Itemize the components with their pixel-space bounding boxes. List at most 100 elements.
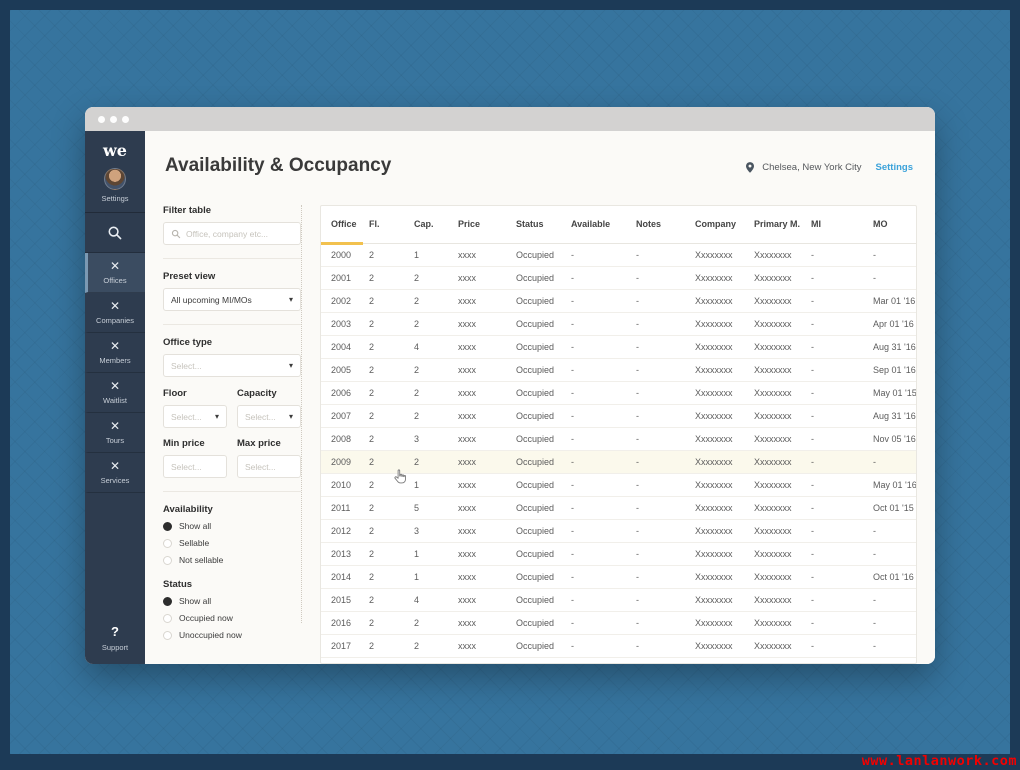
table-cell: Occupied (506, 381, 561, 405)
column-header-cap[interactable]: Cap. (404, 206, 448, 244)
table-row[interactable]: 2006 2 2 xxxx Occupied - - Xxxxxxxx Xxxxxxxx - May… (321, 381, 916, 405)
table-body: 2000 2 1 xxxx Occupied - - Xxxxxxxx Xxxxxxxx - -20… (321, 243, 916, 658)
table-cell: Xxxxxxxx (744, 266, 801, 290)
table-cell: Apr 01 '16 (863, 312, 916, 336)
table-cell: Oct 01 '15 (863, 496, 916, 520)
table-row[interactable]: 2004 2 4 xxxx Occupied - - Xxxxxxxx Xxxxxxxx - Aug… (321, 335, 916, 359)
table-cell: - (801, 450, 863, 474)
sidebar-item-companies[interactable]: ✕ Companies (85, 293, 145, 333)
column-header-primary-m[interactable]: Primary M. (744, 206, 801, 244)
radio-button-icon[interactable] (163, 630, 172, 640)
table-cell: Occupied (506, 611, 561, 635)
table-row[interactable]: 2013 2 1 xxxx Occupied - - Xxxxxxxx Xxxxxxxx - - (321, 542, 916, 566)
table-cell: - (626, 427, 685, 451)
sidebar-item-waitlist[interactable]: ✕ Waitlist (85, 373, 145, 413)
radio-button-icon[interactable] (163, 596, 172, 606)
table-row[interactable]: 2005 2 2 xxxx Occupied - - Xxxxxxxx Xxxxxxxx - Sep… (321, 358, 916, 382)
table-cell: 1 (404, 565, 448, 589)
table-cell: Mar 01 '16 (863, 289, 916, 313)
status-option[interactable]: Occupied now (163, 613, 301, 623)
sidebar-item-members[interactable]: ✕ Members (85, 333, 145, 373)
table-cell: - (801, 335, 863, 359)
table-row[interactable]: 2015 2 4 xxxx Occupied - - Xxxxxxxx Xxxxxxxx - - (321, 588, 916, 612)
window-control-dot[interactable] (122, 115, 129, 123)
min-price-input[interactable] (171, 461, 219, 472)
table-row[interactable]: 2016 2 2 xxxx Occupied - - Xxxxxxxx Xxxxxxxx - - (321, 611, 916, 635)
settings-label[interactable]: Settings (101, 194, 129, 203)
table-cell: xxxx (448, 381, 506, 405)
table-row[interactable]: 2014 2 1 xxxx Occupied - - Xxxxxxxx Xxxxxxxx - Oct… (321, 565, 916, 589)
table-row[interactable]: 2007 2 2 xxxx Occupied - - Xxxxxxxx Xxxxxxxx - Aug… (321, 404, 916, 428)
table-row[interactable]: 2001 2 2 xxxx Occupied - - Xxxxxxxx Xxxxxxxx - - (321, 266, 916, 290)
table-row[interactable]: 2011 2 5 xxxx Occupied - - Xxxxxxxx Xxxxxxxx - Oct… (321, 496, 916, 520)
status-label: Status (163, 579, 193, 590)
sidebar-item-tours[interactable]: ✕ Tours (85, 413, 145, 453)
table-cell: - (801, 312, 863, 336)
column-header-office[interactable]: Office (321, 206, 363, 245)
max-price-field[interactable] (237, 455, 301, 478)
table-row[interactable]: 2010 2 1 xxxx Occupied - - Xxxxxxxx Xxxxxxxx - May… (321, 473, 916, 497)
table-cell: - (626, 565, 685, 589)
window-control-dot[interactable] (110, 115, 117, 123)
table-row[interactable]: 2002 2 2 xxxx Occupied - - Xxxxxxxx Xxxxxxxx - Mar… (321, 289, 916, 313)
column-header-mi[interactable]: MI (801, 206, 863, 244)
sidebar-search-button[interactable] (85, 213, 145, 253)
sidebar-item-label: Waitlist (103, 396, 127, 405)
table-cell: 2001 (321, 266, 359, 290)
table-row[interactable]: 2009 2 2 xxxx Occupied - - Xxxxxxxx Xxxxxxxx - - (321, 450, 916, 474)
table-cell: 2 (404, 381, 448, 405)
sidebar-item-services[interactable]: ✕ Services (85, 453, 145, 493)
table-cell: 2000 (321, 243, 359, 267)
filter-divider (163, 258, 301, 259)
radio-button-icon[interactable] (163, 538, 172, 548)
table-row[interactable]: 2017 2 2 xxxx Occupied - - Xxxxxxxx Xxxxxxxx - - (321, 634, 916, 658)
table-cell: 2 (404, 358, 448, 382)
office-type-select[interactable]: Select... ▾ (163, 354, 301, 377)
table-row[interactable]: 2008 2 3 xxxx Occupied - - Xxxxxxxx Xxxxxxxx - Nov… (321, 427, 916, 451)
chevron-down-icon: ▾ (288, 412, 293, 421)
table-cell: 2 (359, 565, 404, 589)
column-header-fl[interactable]: Fl. (359, 206, 404, 244)
status-option[interactable]: Unoccupied now (163, 630, 301, 640)
table-row[interactable]: 2003 2 2 xxxx Occupied - - Xxxxxxxx Xxxxxxxx - Apr… (321, 312, 916, 336)
availability-option[interactable]: Show all (163, 521, 301, 531)
table-cell: - (561, 381, 626, 405)
settings-link[interactable]: Settings (875, 162, 913, 173)
table-row[interactable]: 2000 2 1 xxxx Occupied - - Xxxxxxxx Xxxxxxxx - - (321, 243, 916, 267)
column-header-available[interactable]: Available (561, 206, 626, 244)
column-header-mo[interactable]: MO (863, 206, 916, 244)
column-header-status[interactable]: Status (506, 206, 561, 244)
capacity-select[interactable]: Select... ▾ (237, 405, 301, 428)
table-row[interactable]: 2012 2 3 xxxx Occupied - - Xxxxxxxx Xxxxxxxx - - (321, 519, 916, 543)
watermark-text: www.lanlanwork.com (861, 753, 1017, 769)
radio-button-icon[interactable] (163, 555, 172, 565)
floor-select[interactable]: Select... ▾ (163, 405, 227, 428)
radio-button-icon[interactable] (163, 521, 172, 531)
preset-view-select[interactable]: All upcoming MI/MOs ▾ (163, 288, 301, 311)
availability-option[interactable]: Not sellable (163, 555, 301, 565)
search-input[interactable] (186, 228, 293, 239)
window-control-dot[interactable] (98, 115, 105, 123)
filter-search-field[interactable] (163, 222, 301, 245)
column-header-notes[interactable]: Notes (626, 206, 685, 244)
table-cell: - (626, 588, 685, 612)
min-price-label: Min price (163, 438, 205, 449)
status-option[interactable]: Show all (163, 596, 301, 606)
x-icon: ✕ (109, 419, 121, 433)
table-cell: - (801, 519, 863, 543)
availability-option[interactable]: Sellable (163, 538, 301, 548)
max-price-input[interactable] (245, 461, 293, 472)
sidebar-item-label: Members (99, 356, 131, 365)
table-cell: 2 (404, 634, 448, 658)
column-header-company[interactable]: Company (685, 206, 744, 244)
column-header-price[interactable]: Price (448, 206, 506, 244)
table-cell: 2 (404, 450, 448, 474)
min-price-field[interactable] (163, 455, 227, 478)
avatar[interactable] (104, 168, 126, 190)
sidebar-item-offices[interactable]: ✕ Offices (85, 253, 145, 293)
table-cell: 2 (404, 611, 448, 635)
radio-button-icon[interactable] (163, 613, 172, 623)
office-type-value: Select... (171, 360, 202, 371)
sidebar-item-support[interactable]: ? Support (85, 625, 145, 664)
window-titlebar[interactable] (85, 107, 935, 131)
